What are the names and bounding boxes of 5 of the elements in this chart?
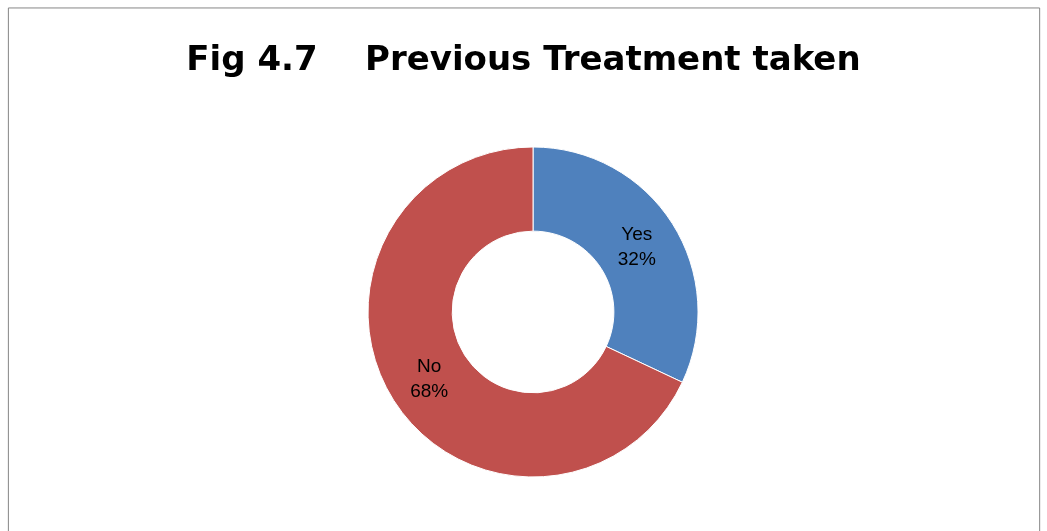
chart-title: Fig 4.7 Previous Treatment taken <box>186 38 861 79</box>
data-label: 68% <box>410 379 449 401</box>
slice-label: No <box>417 355 442 377</box>
data-label: 32% <box>617 247 656 269</box>
slice-label: Yes <box>621 223 653 245</box>
